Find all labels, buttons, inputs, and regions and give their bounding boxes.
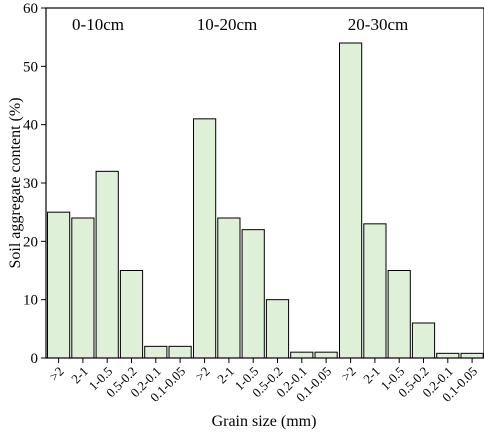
y-axis-ticks: 0 10 20 30 40 50 60 bbox=[23, 1, 46, 367]
bar bbox=[436, 352, 460, 359]
bars bbox=[47, 42, 484, 359]
plot-frame bbox=[45, 7, 484, 359]
bar bbox=[460, 352, 484, 359]
bar bbox=[290, 351, 314, 359]
y-tick-label: 40 bbox=[23, 118, 38, 134]
bar bbox=[314, 351, 338, 359]
bar bbox=[339, 42, 363, 359]
x-tick-label: >2 bbox=[46, 364, 66, 384]
bar bbox=[168, 345, 192, 359]
y-tick-label: 0 bbox=[31, 351, 39, 367]
bar bbox=[144, 345, 168, 359]
x-tick-label: >2 bbox=[338, 364, 358, 384]
group-label: 0-10cm bbox=[72, 15, 124, 34]
bar bbox=[95, 170, 119, 359]
group-label: 10-20cm bbox=[197, 15, 257, 34]
bar bbox=[47, 211, 71, 359]
group-labels: 0-10cm 10-20cm 20-30cm bbox=[72, 15, 408, 34]
y-tick-label: 50 bbox=[23, 59, 38, 75]
y-tick-label: 60 bbox=[23, 1, 38, 17]
y-tick-label: 10 bbox=[23, 293, 38, 309]
y-axis-title: Soil aggregate content (%) bbox=[7, 97, 24, 268]
y-tick-label: 30 bbox=[23, 176, 38, 192]
bar bbox=[265, 299, 290, 359]
bar bbox=[71, 217, 95, 359]
bar bbox=[387, 270, 411, 359]
x-tick-label: >2 bbox=[192, 364, 212, 384]
bar bbox=[411, 322, 436, 359]
bar bbox=[363, 223, 387, 359]
x-axis-title: Grain size (mm) bbox=[212, 413, 317, 430]
bar bbox=[217, 217, 241, 359]
x-axis-ticks: >2 2-11-0.50.5-0.20.2-0.10.1-0.05 >2 2-11-0… bbox=[46, 358, 480, 405]
group-label: 20-30cm bbox=[348, 15, 408, 34]
bar bbox=[119, 270, 144, 359]
bar bbox=[241, 229, 265, 359]
y-tick-label: 20 bbox=[23, 234, 38, 250]
bar bbox=[193, 118, 217, 359]
